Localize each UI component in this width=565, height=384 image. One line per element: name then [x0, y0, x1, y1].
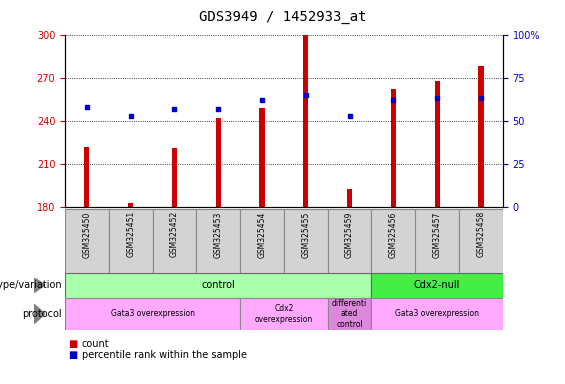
Bar	[347, 189, 352, 207]
Text: GSM325459: GSM325459	[345, 211, 354, 258]
Bar	[172, 148, 177, 207]
Text: differenti
ated
control: differenti ated control	[332, 299, 367, 329]
Text: GSM325451: GSM325451	[126, 211, 135, 257]
Bar	[240, 298, 328, 330]
Text: GSM325456: GSM325456	[389, 211, 398, 258]
Bar	[479, 66, 484, 207]
Bar	[459, 209, 503, 273]
Bar	[65, 298, 240, 330]
Bar	[284, 209, 328, 273]
Text: ■: ■	[68, 350, 77, 360]
Bar	[108, 209, 153, 273]
Point	[476, 96, 485, 102]
Point	[82, 104, 92, 110]
Text: GDS3949 / 1452933_at: GDS3949 / 1452933_at	[199, 10, 366, 23]
Text: protocol: protocol	[23, 309, 62, 319]
Text: count: count	[82, 339, 110, 349]
Bar	[328, 298, 372, 330]
Text: Gata3 overexpression: Gata3 overexpression	[395, 310, 479, 318]
Point	[433, 96, 442, 102]
Text: Cdx2
overexpression: Cdx2 overexpression	[255, 304, 313, 324]
Bar	[128, 203, 133, 207]
Bar	[197, 209, 240, 273]
Text: GSM325450: GSM325450	[82, 211, 92, 258]
Point	[389, 97, 398, 103]
Bar	[372, 209, 415, 273]
Bar	[434, 81, 440, 207]
Text: GSM325452: GSM325452	[170, 211, 179, 257]
Bar	[216, 118, 221, 207]
Bar	[372, 273, 503, 298]
Text: GSM325454: GSM325454	[258, 211, 267, 258]
Point	[170, 106, 179, 112]
Bar	[84, 147, 89, 207]
Bar	[65, 209, 109, 273]
Point	[258, 97, 267, 103]
Text: Gata3 overexpression: Gata3 overexpression	[111, 310, 194, 318]
Text: GSM325457: GSM325457	[433, 211, 442, 258]
Point	[214, 106, 223, 112]
Bar	[328, 209, 372, 273]
Bar	[240, 209, 284, 273]
Polygon shape	[34, 304, 45, 324]
Text: ■: ■	[68, 339, 77, 349]
Bar	[153, 209, 197, 273]
Point	[126, 113, 135, 119]
Text: GSM325458: GSM325458	[476, 211, 485, 257]
Polygon shape	[34, 278, 45, 293]
Bar	[303, 35, 308, 207]
Bar	[259, 108, 264, 207]
Bar	[415, 209, 459, 273]
Text: control: control	[201, 280, 235, 290]
Text: Cdx2-null: Cdx2-null	[414, 280, 460, 290]
Text: genotype/variation: genotype/variation	[0, 280, 62, 290]
Text: percentile rank within the sample: percentile rank within the sample	[82, 350, 247, 360]
Text: GSM325455: GSM325455	[301, 211, 310, 258]
Text: GSM325453: GSM325453	[214, 211, 223, 258]
Bar	[372, 298, 503, 330]
Point	[345, 113, 354, 119]
Bar	[391, 89, 396, 207]
Point	[301, 92, 310, 98]
Bar	[65, 273, 372, 298]
